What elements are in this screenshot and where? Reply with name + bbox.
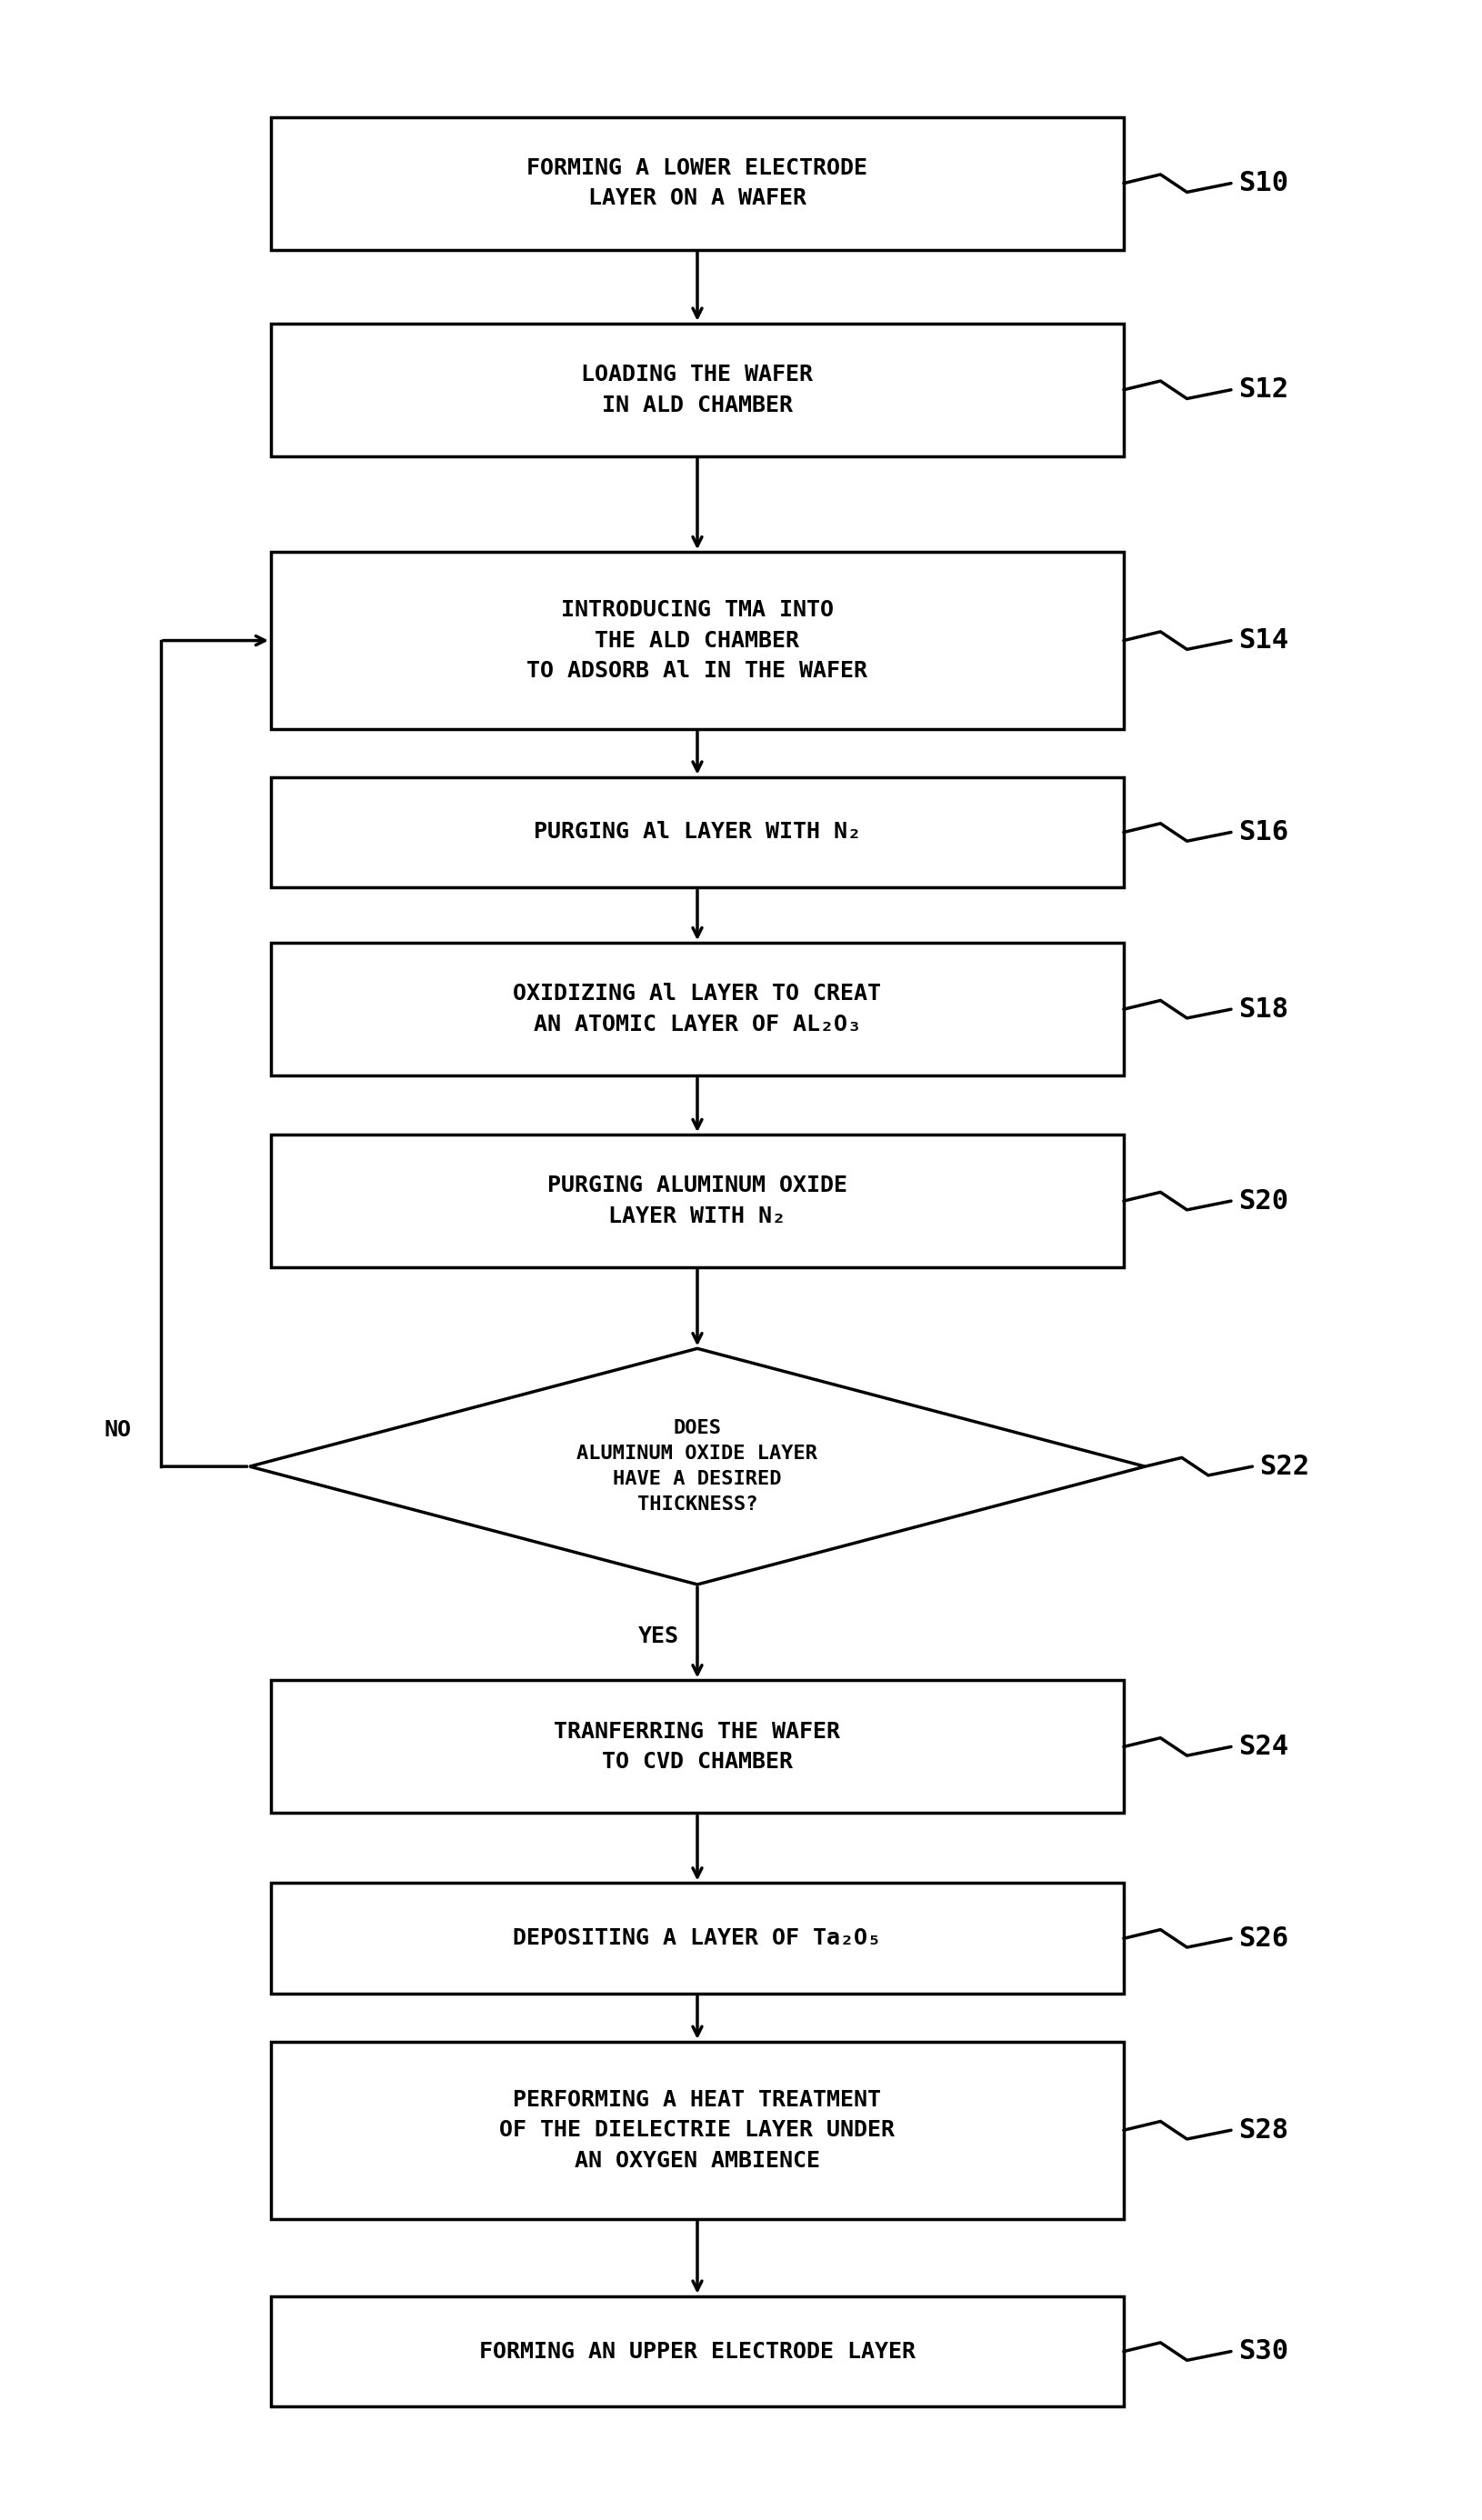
Text: DEPOSITING A LAYER OF Ta₂O₅: DEPOSITING A LAYER OF Ta₂O₅ xyxy=(513,1928,880,1950)
Text: S28: S28 xyxy=(1237,2117,1288,2145)
FancyBboxPatch shape xyxy=(271,323,1123,456)
Text: OXIDIZING Al LAYER TO CREAT
AN ATOMIC LAYER OF AL₂O₃: OXIDIZING Al LAYER TO CREAT AN ATOMIC LA… xyxy=(513,983,880,1036)
Text: INTRODUCING TMA INTO
THE ALD CHAMBER
TO ADSORB Al IN THE WAFER: INTRODUCING TMA INTO THE ALD CHAMBER TO … xyxy=(526,600,867,683)
Text: LOADING THE WAFER
IN ALD CHAMBER: LOADING THE WAFER IN ALD CHAMBER xyxy=(581,363,812,416)
FancyBboxPatch shape xyxy=(271,552,1123,728)
FancyBboxPatch shape xyxy=(271,942,1123,1076)
Text: S10: S10 xyxy=(1237,171,1288,197)
Text: PURGING Al LAYER WITH N₂: PURGING Al LAYER WITH N₂ xyxy=(534,822,861,844)
Text: S30: S30 xyxy=(1237,2339,1288,2364)
Text: S20: S20 xyxy=(1237,1187,1288,1215)
FancyBboxPatch shape xyxy=(271,1882,1123,1993)
FancyBboxPatch shape xyxy=(271,2296,1123,2407)
FancyBboxPatch shape xyxy=(271,2041,1123,2218)
FancyBboxPatch shape xyxy=(271,116,1123,249)
Text: DOES
ALUMINUM OXIDE LAYER
HAVE A DESIRED
THICKNESS?: DOES ALUMINUM OXIDE LAYER HAVE A DESIRED… xyxy=(576,1419,817,1515)
Text: FORMING A LOWER ELECTRODE
LAYER ON A WAFER: FORMING A LOWER ELECTRODE LAYER ON A WAF… xyxy=(526,156,867,209)
Text: S16: S16 xyxy=(1237,819,1288,844)
Text: S12: S12 xyxy=(1237,375,1288,403)
Text: TRANFERRING THE WAFER
TO CVD CHAMBER: TRANFERRING THE WAFER TO CVD CHAMBER xyxy=(554,1721,840,1774)
FancyBboxPatch shape xyxy=(271,1134,1123,1268)
Text: S14: S14 xyxy=(1237,627,1288,653)
Text: S18: S18 xyxy=(1237,995,1288,1023)
Text: S24: S24 xyxy=(1237,1734,1288,1759)
Text: FORMING AN UPPER ELECTRODE LAYER: FORMING AN UPPER ELECTRODE LAYER xyxy=(479,2341,914,2361)
Text: PERFORMING A HEAT TREATMENT
OF THE DIELECTRIE LAYER UNDER
AN OXYGEN AMBIENCE: PERFORMING A HEAT TREATMENT OF THE DIELE… xyxy=(499,2089,895,2172)
FancyBboxPatch shape xyxy=(271,1681,1123,1812)
FancyBboxPatch shape xyxy=(271,776,1123,887)
Text: NO: NO xyxy=(104,1419,132,1441)
Text: S22: S22 xyxy=(1258,1454,1309,1479)
Text: PURGING ALUMINUM OXIDE
LAYER WITH N₂: PURGING ALUMINUM OXIDE LAYER WITH N₂ xyxy=(547,1174,846,1227)
Text: S26: S26 xyxy=(1237,1925,1288,1950)
Text: YES: YES xyxy=(639,1625,679,1648)
Polygon shape xyxy=(249,1348,1144,1585)
